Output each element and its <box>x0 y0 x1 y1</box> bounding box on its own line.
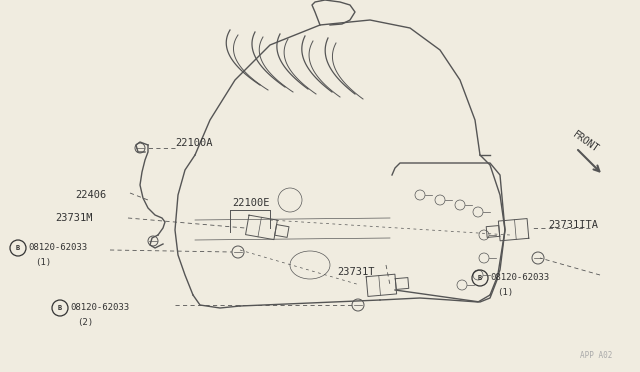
Text: 22406: 22406 <box>75 190 106 200</box>
Text: (1): (1) <box>497 289 513 298</box>
Text: (1): (1) <box>35 259 51 267</box>
Text: B: B <box>478 275 482 281</box>
Text: 23731M: 23731M <box>55 213 93 223</box>
Text: 08120-62033: 08120-62033 <box>490 273 549 282</box>
Text: 08120-62033: 08120-62033 <box>28 244 87 253</box>
Text: 08120-62033: 08120-62033 <box>70 304 129 312</box>
Text: 23731T: 23731T <box>337 267 374 277</box>
Text: B: B <box>58 305 62 311</box>
Text: 22100A: 22100A <box>175 138 212 148</box>
Text: FRONT: FRONT <box>571 130 601 155</box>
Text: APP A02: APP A02 <box>580 351 612 360</box>
Text: 23731ITA: 23731ITA <box>548 220 598 230</box>
Text: B: B <box>16 245 20 251</box>
Text: (2): (2) <box>77 318 93 327</box>
Text: 22100E: 22100E <box>232 198 269 208</box>
